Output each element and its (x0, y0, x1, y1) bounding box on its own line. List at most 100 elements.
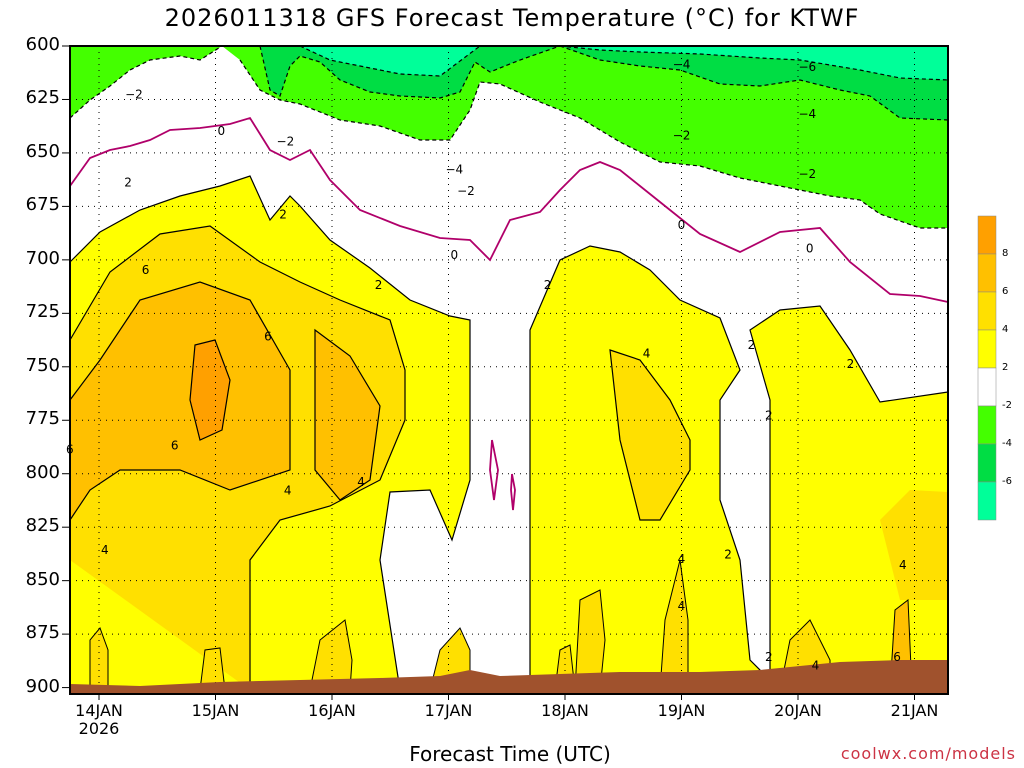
contour-label-10: 2 (124, 175, 132, 189)
contour-line-8 (529, 245, 949, 690)
y-tick-850: 850 (25, 568, 60, 590)
temperature-fields (70, 46, 948, 694)
contour-label-2: −2 (277, 135, 295, 149)
x-tick-21JAN: 21JAN (890, 701, 939, 720)
x-tick-14JAN: 14JAN 2026 (75, 701, 123, 738)
contour-label-30: 4 (678, 599, 686, 613)
y-tick-700: 700 (25, 247, 60, 269)
y-tick-600: 600 (25, 34, 60, 55)
contour-line-2 (239, 59, 948, 229)
contour-label-15: 2 (375, 278, 383, 292)
plot-frame (62, 45, 949, 700)
colorbar-bin-5 (977, 405, 997, 445)
contour-line-7 (69, 175, 471, 691)
contour-label-25: 4 (284, 483, 292, 497)
contour-label-7: −6 (798, 60, 816, 74)
contour-line-0 (69, 45, 223, 119)
contour-label-19: 4 (643, 346, 651, 360)
contour-lines (69, 45, 949, 691)
contour-label-3: −4 (445, 163, 463, 177)
contour-label-32: 2 (765, 650, 773, 664)
contour-line-11 (69, 281, 291, 521)
contour-label-33: 4 (812, 659, 820, 673)
contour-line-6 (69, 116, 949, 303)
x-tick-18JAN: 18JAN (541, 701, 589, 720)
chart-title: 2026011318 GFS Forecast Temperature (°C)… (164, 4, 860, 32)
contour-line-4 (299, 45, 481, 77)
x-tick-20JAN: 20JAN (774, 701, 822, 720)
colorbar-bin-1 (977, 253, 997, 293)
y-tick-750: 750 (25, 354, 60, 376)
colorbar-bin-3 (977, 329, 997, 369)
colorbar-label-0: 8 (1002, 248, 1009, 259)
temp-region-5 (70, 226, 948, 690)
contour-label-12: 0 (451, 248, 459, 262)
y-tick-650: 650 (25, 140, 60, 162)
contour-line-3 (559, 45, 949, 121)
contour-label-9: −2 (798, 167, 816, 181)
contour-label-24: 6 (171, 438, 179, 452)
y-tick-800: 800 (25, 461, 60, 483)
contour-label-14: 0 (806, 242, 814, 256)
x-tick-year: 2026 (78, 719, 120, 738)
contour-label-28: 4 (678, 552, 686, 566)
contour-label-22: 2 (765, 408, 773, 422)
contour-label-6: −2 (673, 128, 691, 142)
contour-label-5: −4 (673, 58, 691, 72)
source-credit: coolwx.com/models (840, 744, 1016, 763)
colorbar-label-3: 2 (1002, 362, 1009, 373)
contour-line-12 (314, 328, 381, 501)
x-axis-label: Forecast Time (UTC) (409, 742, 611, 766)
temp-region-1 (70, 46, 948, 228)
y-tick-625: 625 (25, 87, 60, 109)
contour-line-1 (259, 45, 561, 99)
x-tick-15JAN: 15JAN (191, 701, 240, 720)
contour-label-27: 4 (101, 543, 109, 557)
y-tick-900: 900 (25, 675, 60, 697)
colorbar-bin-4 (977, 367, 997, 407)
temp-region-3 (300, 46, 948, 80)
contour-line-9 (69, 225, 406, 690)
colorbar-label-5: -4 (1002, 438, 1012, 449)
contour-label-18: 6 (264, 329, 272, 343)
contour-label-17: 6 (142, 263, 150, 277)
colorbar-bin-6 (977, 443, 997, 483)
colorbar-bin-2 (977, 291, 997, 331)
colorbar-label-4: -2 (1002, 400, 1012, 411)
x-tick-16JAN: 16JAN (308, 701, 356, 720)
contour-label-34: 6 (893, 650, 901, 664)
temp-region-7 (190, 340, 230, 440)
contour-line-10 (609, 349, 691, 521)
y-tick-825: 825 (25, 515, 60, 537)
y-tick-725: 725 (25, 301, 60, 323)
contour-label-29: 2 (724, 547, 732, 561)
colorbar-label-2: 4 (1002, 324, 1009, 335)
contour-label-11: 2 (279, 207, 287, 221)
contour-label-26: 4 (357, 475, 365, 489)
colorbar-label-6: -6 (1002, 476, 1012, 487)
contour-label-20: 2 (748, 338, 756, 352)
contour-label-31: 4 (899, 558, 907, 572)
colorbar-bin-7 (977, 481, 997, 521)
contour-label-4: −2 (457, 184, 475, 198)
contour-line-14 (489, 439, 499, 501)
contour-label-16: 2 (544, 278, 552, 292)
contour-line-15 (510, 473, 516, 511)
contour-line-13 (189, 339, 231, 441)
contour-label-21: 2 (847, 357, 855, 371)
contour-label-13: 0 (678, 218, 686, 232)
terrain-ground (70, 660, 948, 694)
x-tick-19JAN: 19JAN (657, 701, 706, 720)
contour-label-8: −4 (798, 107, 816, 121)
contour-label-1: 0 (218, 124, 226, 138)
y-tick-675: 675 (25, 194, 60, 216)
y-tick-875: 875 (25, 622, 60, 644)
terrain-fill (70, 660, 948, 694)
y-tick-775: 775 (25, 408, 60, 430)
x-tick-17JAN: 17JAN (424, 701, 473, 720)
contour-label-0: −2 (125, 88, 143, 102)
colorbar-bin-0 (977, 215, 997, 255)
colorbar (977, 215, 997, 521)
plot-border (69, 45, 949, 695)
